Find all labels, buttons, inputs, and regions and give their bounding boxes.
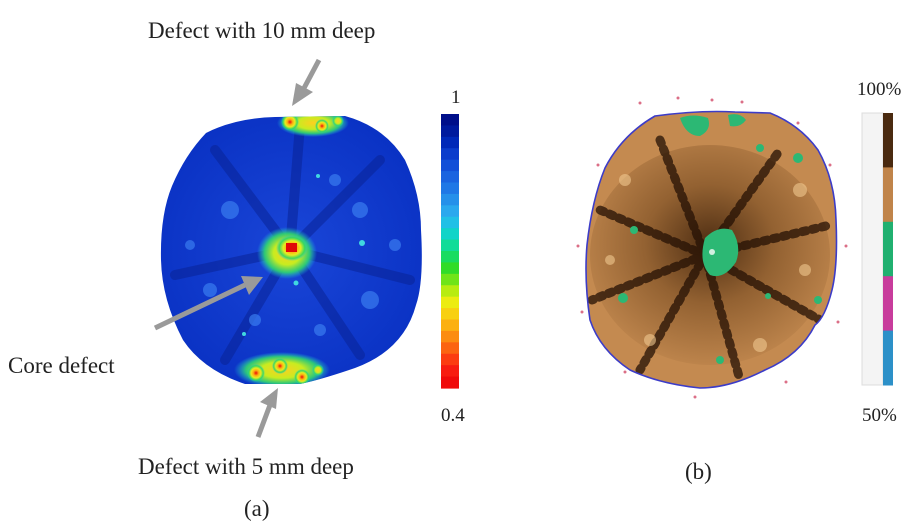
legend-b-swatch: [883, 167, 893, 223]
colorbar-a-swatch: [441, 228, 459, 241]
panel-b-scan: [576, 96, 848, 399]
legend-b-min: 50%: [862, 405, 897, 426]
colorbar-a-swatch: [441, 285, 459, 298]
panel-a-texture: [170, 116, 415, 384]
colorbar-a-swatch: [441, 159, 459, 172]
panel-b-core-dot: [709, 249, 715, 255]
colorbar-a-swatch: [441, 171, 459, 184]
colorbar-a-swatch: [441, 376, 459, 389]
legend-b-swatch: [883, 221, 893, 277]
colorbar-a-swatch: [441, 114, 459, 127]
core-defect-spot: [257, 227, 317, 279]
panel-b-texture: [587, 114, 835, 385]
colorbar-a-swatch: [441, 296, 459, 309]
panel-b-outline: [585, 110, 838, 389]
legend-b-frame: [861, 112, 884, 386]
top-defect: [277, 116, 349, 137]
caption-a: (a): [244, 496, 270, 521]
colorbar-a-swatch: [441, 125, 459, 138]
colorbar-a-swatch: [441, 148, 459, 161]
arrow-bottom: [255, 388, 278, 438]
panel-b-defects: [618, 114, 822, 364]
legend-b-swatch: [883, 276, 893, 332]
colorbar-a-swatch: [441, 205, 459, 218]
label-bottom-defect: Defect with 5 mm deep: [138, 454, 354, 479]
colorbar-a-swatch: [441, 239, 459, 252]
colorbar-a-swatch: [441, 342, 459, 355]
colorbar-a-swatch: [441, 182, 459, 195]
arrow-top: [292, 58, 322, 106]
legend-b-max: 100%: [857, 79, 902, 100]
bottom-defect: [234, 352, 330, 384]
colorbar-a-swatch: [441, 262, 459, 275]
colorbar-a-swatch: [441, 308, 459, 321]
colorbar-a-swatch: [441, 216, 459, 229]
label-core-defect: Core defect: [8, 353, 115, 378]
panel-a-colorbar: [441, 114, 459, 389]
colorbar-a-swatch: [441, 251, 459, 264]
legend-b-swatch: [883, 113, 893, 168]
label-top-defect: Defect with 10 mm deep: [148, 18, 376, 43]
colorbar-a-swatch: [441, 353, 459, 366]
legend-b-swatch: [883, 330, 893, 386]
colorbar-a-swatch: [441, 273, 459, 286]
caption-b: (b): [685, 459, 712, 484]
colorbar-a-max: 1: [451, 87, 461, 108]
colorbar-a-swatch: [441, 193, 459, 206]
panel-b-markers: [576, 96, 848, 399]
panel-b-legend-bar: [861, 112, 893, 386]
colorbar-a-swatch: [441, 330, 459, 343]
colorbar-a-swatch: [441, 136, 459, 149]
panel-a-arrows: [153, 58, 322, 438]
panel-a-scan: [160, 116, 422, 384]
colorbar-a-min: 0.4: [441, 405, 465, 426]
colorbar-a-swatch: [441, 319, 459, 332]
colorbar-a-swatch: [441, 365, 459, 378]
arrow-core: [153, 276, 263, 331]
